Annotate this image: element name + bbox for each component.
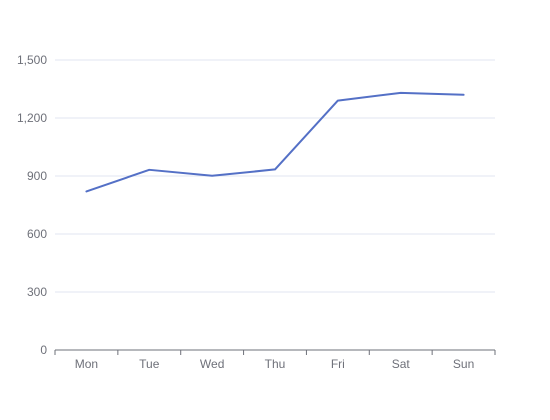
x-axis bbox=[54, 349, 496, 355]
x-tick-label: Tue bbox=[139, 357, 160, 371]
grid-lines bbox=[55, 59, 495, 293]
series-line bbox=[85, 91, 465, 193]
x-axis-labels: Mon Tue Wed Thu Fri Sat Sun bbox=[75, 357, 474, 371]
x-tick-label: Sat bbox=[392, 357, 411, 371]
y-axis-labels: 0 300 600 900 1,200 1,500 bbox=[17, 53, 47, 357]
x-tick-label: Thu bbox=[265, 357, 286, 371]
x-tick-label: Mon bbox=[75, 357, 98, 371]
x-tick-label: Wed bbox=[200, 357, 224, 371]
series-layer bbox=[84, 91, 466, 193]
y-tick-label: 1,500 bbox=[17, 53, 47, 67]
x-tick-label: Sun bbox=[453, 357, 474, 371]
data-point bbox=[210, 174, 214, 178]
data-point bbox=[273, 167, 277, 171]
data-point bbox=[399, 91, 403, 95]
y-tick-label: 600 bbox=[27, 227, 47, 241]
y-tick-label: 900 bbox=[27, 169, 47, 183]
data-point bbox=[462, 93, 466, 97]
data-point bbox=[84, 189, 88, 193]
x-tick-label: Fri bbox=[331, 357, 345, 371]
y-tick-label: 0 bbox=[40, 343, 47, 357]
data-point bbox=[147, 168, 151, 172]
y-tick-label: 300 bbox=[27, 285, 47, 299]
y-tick-label: 1,200 bbox=[17, 111, 47, 125]
data-point bbox=[336, 99, 340, 103]
